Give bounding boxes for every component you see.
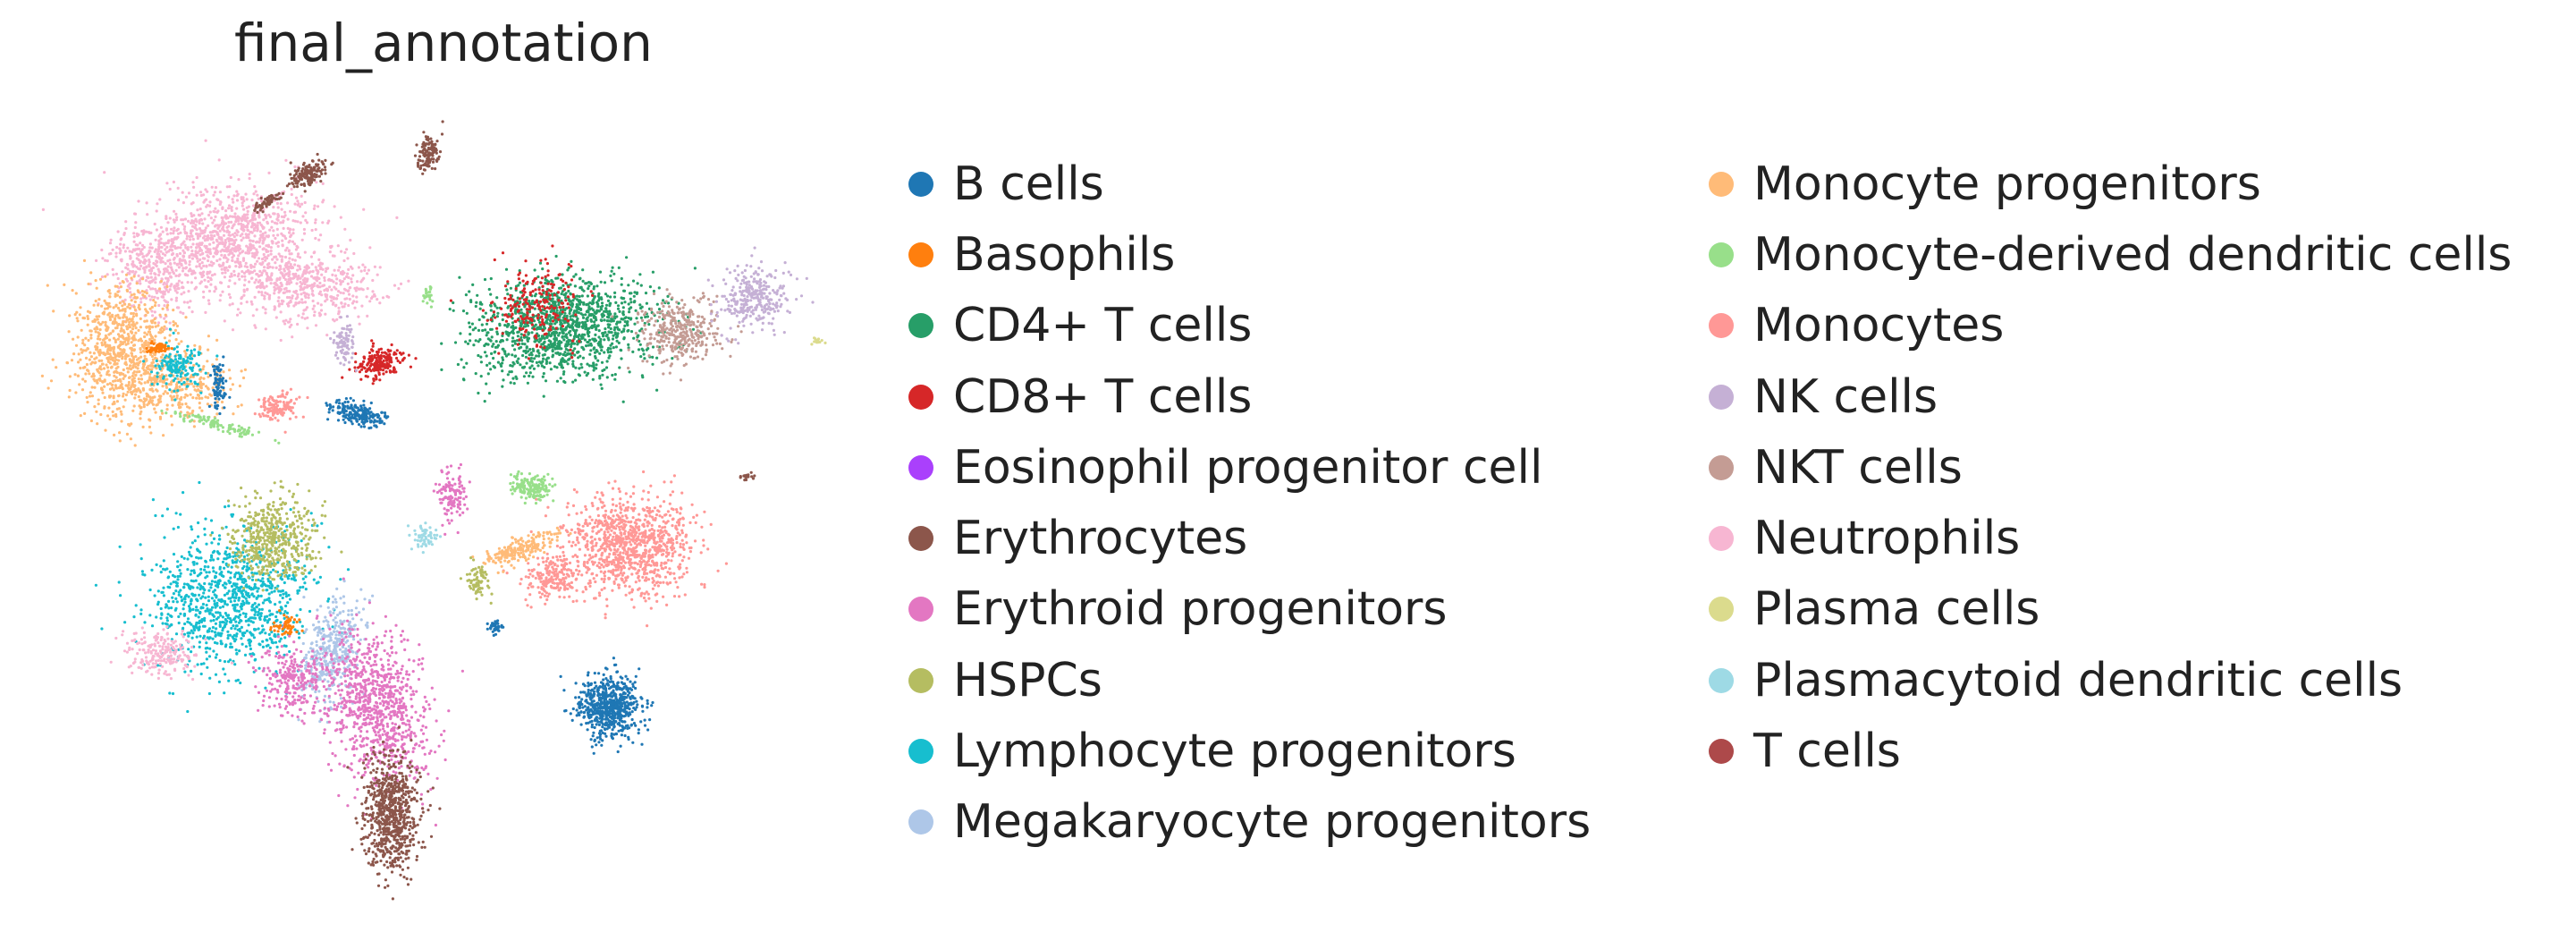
cluster-b-cells [559, 657, 655, 755]
legend-column-1: B cells Basophils CD4+ T cells CD8+ T cells… [908, 148, 1591, 858]
legend-item: Monocyte-derived dendritic cells [1709, 219, 2512, 290]
chart-title: final_annotation [234, 13, 653, 73]
cluster-erythrocytes [413, 120, 444, 175]
cluster-cd8-t-cells [341, 339, 418, 386]
legend-label: Megakaryocyte progenitors [953, 795, 1592, 850]
legend-label: Monocyte-derived dendritic cells [1753, 227, 2513, 282]
cluster-cd8-t-cells [449, 244, 595, 360]
legend-marker [1709, 384, 1734, 410]
cluster-lymphocyte-progenitors [142, 327, 219, 402]
legend-label: Monocyte progenitors [1753, 157, 2261, 211]
cluster-nk-cells [329, 315, 358, 372]
cluster-erythroid-progenitors [432, 462, 471, 537]
cluster-plasma-cells [810, 336, 827, 346]
legend-label: Plasma cells [1753, 582, 2040, 637]
legend-marker [908, 597, 933, 623]
umap-scatter-plot [40, 120, 827, 901]
legend-marker [908, 454, 933, 480]
legend-item: Megakaryocyte progenitors [908, 787, 1591, 858]
legend-item: T cells [1709, 716, 2512, 786]
legend-label: Lymphocyte progenitors [953, 724, 1516, 779]
legend-marker [1709, 241, 1734, 267]
legend-label: Plasmacytoid dendritic cells [1753, 653, 2403, 707]
legend-label: NK cells [1753, 369, 1938, 424]
legend-item: CD4+ T cells [908, 291, 1591, 361]
legend-label: B cells [953, 157, 1104, 211]
legend-marker [1709, 171, 1734, 197]
legend-label: Basophils [953, 227, 1176, 282]
cluster-nk-cells [706, 246, 815, 345]
legend-label: T cells [1753, 724, 1901, 779]
legend-item: Neutrophils [1709, 503, 2512, 573]
cluster-monocytes [529, 470, 729, 628]
legend-marker [1709, 667, 1734, 693]
legend-label: CD4+ T cells [953, 299, 1253, 353]
legend-item: Eosinophil progenitor cell [908, 432, 1591, 503]
cluster-erythrocytes [739, 470, 756, 482]
cluster-cd4-t-cells [440, 254, 703, 403]
legend-item: Plasmacytoid dendritic cells [1709, 645, 2512, 716]
cluster-basophils [269, 609, 304, 636]
cluster-monocyte-progenitors [471, 526, 572, 575]
cluster-monocyte-derived-dendritic-cells [160, 409, 281, 445]
cluster-erythroid-progenitors [247, 622, 335, 725]
legend-marker [908, 739, 933, 765]
cluster-erythrocytes [285, 152, 334, 193]
cluster-hspcs [459, 556, 494, 606]
legend-marker [908, 313, 933, 339]
legend-marker [1709, 597, 1734, 623]
legend-item: Monocytes [1709, 291, 2512, 361]
legend-marker [908, 171, 933, 197]
legend-item: Lymphocyte progenitors [908, 716, 1591, 786]
legend-item: NKT cells [1709, 432, 2512, 503]
legend-label: HSPCs [953, 653, 1102, 707]
legend-item: Basophils [908, 219, 1591, 290]
legend-label: CD8+ T cells [953, 369, 1253, 424]
cluster-monocyte-derived-dendritic-cells [421, 285, 435, 309]
legend-marker [1709, 526, 1734, 552]
legend-marker [1709, 454, 1734, 480]
cluster-erythrocytes [346, 725, 442, 901]
cluster-monocytes [253, 387, 309, 434]
cluster-b-cells [207, 355, 232, 416]
legend-marker [908, 809, 933, 835]
legend-label: NKT cells [1753, 440, 1963, 495]
cluster-plasmacytoid-dendritic-cells [406, 521, 443, 555]
legend-item: CD8+ T cells [908, 361, 1591, 432]
cluster-monocyte-derived-dendritic-cells [509, 470, 557, 505]
cluster-b-cells [325, 396, 390, 430]
legend-item: B cells [908, 148, 1591, 219]
cluster-neutrophils [109, 625, 234, 682]
legend-item: Erythrocytes [908, 503, 1591, 573]
cluster-neutrophils [198, 228, 410, 343]
cluster-hspcs [209, 479, 343, 592]
legend-marker [908, 667, 933, 693]
legend-column-2: Monocyte progenitors Monocyte-derived den… [1709, 148, 2512, 787]
legend-marker [1709, 739, 1734, 765]
cluster-nkt-cells [611, 288, 743, 382]
legend-label: Erythroid progenitors [953, 582, 1448, 637]
cluster-monocytes [502, 550, 592, 609]
legend-label: Eosinophil progenitor cell [953, 440, 1543, 495]
legend-item: HSPCs [908, 645, 1591, 716]
cluster-erythroid-progenitors [288, 577, 465, 839]
legend-item: Monocyte progenitors [1709, 148, 2512, 219]
legend-marker [908, 526, 933, 552]
legend-item: NK cells [1709, 361, 2512, 432]
cluster-erythrocytes [253, 191, 285, 215]
cluster-basophils [145, 340, 173, 354]
legend-label: Monocytes [1753, 299, 2005, 353]
legend-item: Plasma cells [1709, 574, 2512, 645]
legend-item: Erythroid progenitors [908, 574, 1591, 645]
cluster-b-cells [486, 619, 505, 638]
legend-label: Neutrophils [1753, 512, 2021, 566]
legend-marker [908, 384, 933, 410]
legend-marker [908, 241, 933, 267]
legend-marker [1709, 313, 1734, 339]
cluster-neutrophils [89, 199, 241, 344]
legend-label: Erythrocytes [953, 512, 1248, 566]
